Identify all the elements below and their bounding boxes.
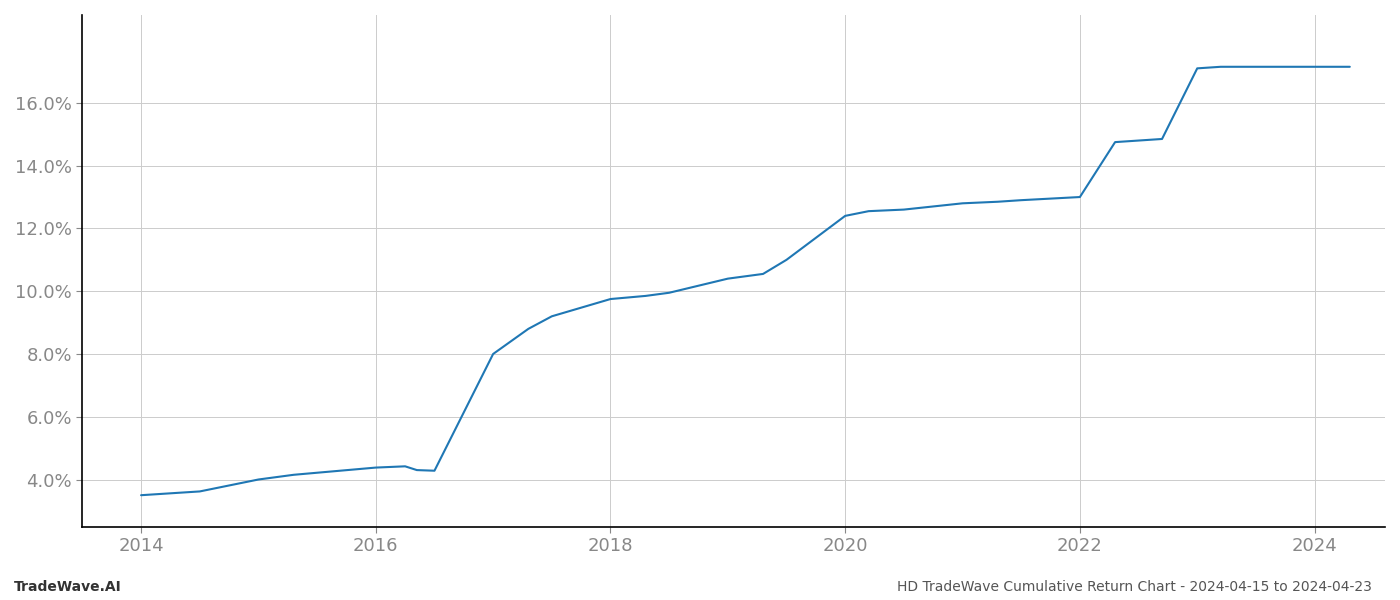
Text: TradeWave.AI: TradeWave.AI (14, 580, 122, 594)
Text: HD TradeWave Cumulative Return Chart - 2024-04-15 to 2024-04-23: HD TradeWave Cumulative Return Chart - 2… (897, 580, 1372, 594)
